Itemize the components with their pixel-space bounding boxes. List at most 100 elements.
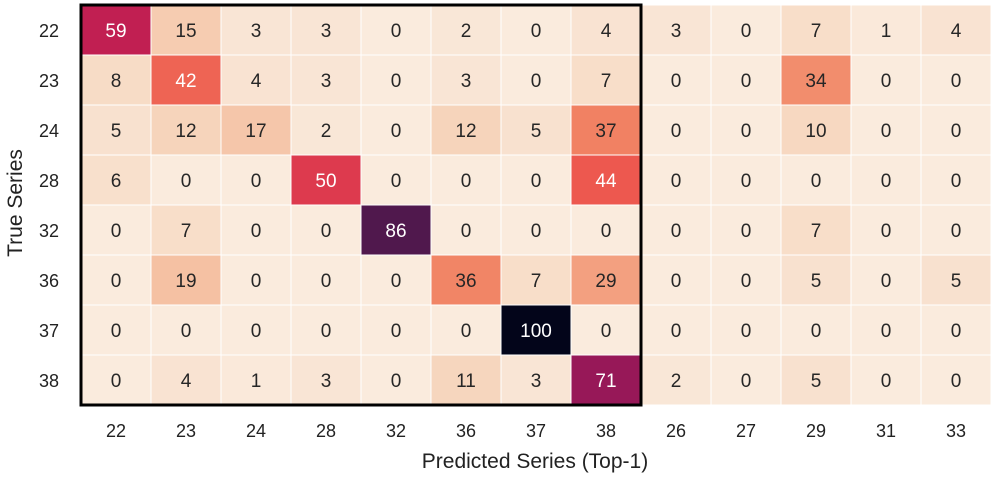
heatmap-cell xyxy=(850,254,922,306)
heatmap-cell xyxy=(920,204,992,256)
cell-value-label: 42 xyxy=(175,71,196,92)
cell-value-label: 0 xyxy=(461,221,472,242)
heatmap-cell xyxy=(220,304,292,356)
heatmap-cell xyxy=(150,4,222,56)
x-tick-label: 38 xyxy=(596,421,616,441)
heatmap-cell xyxy=(220,154,292,206)
x-tick-label: 36 xyxy=(456,421,476,441)
cell-value-label: 0 xyxy=(321,221,332,242)
cell-value-label: 0 xyxy=(741,171,752,192)
heatmap-cell xyxy=(780,104,852,156)
y-tick-label: 36 xyxy=(39,271,59,291)
x-tick-label: 29 xyxy=(806,421,826,441)
heatmap-cell xyxy=(570,154,642,206)
cell-value-label: 0 xyxy=(601,221,612,242)
cell-value-label: 10 xyxy=(805,121,826,142)
cell-value-label: 37 xyxy=(595,121,616,142)
x-tick-label: 33 xyxy=(946,421,966,441)
heatmap-cell xyxy=(710,154,782,206)
cell-value-label: 0 xyxy=(671,171,682,192)
heatmap-cell xyxy=(920,54,992,106)
heatmap-cell xyxy=(850,154,922,206)
cell-value-label: 0 xyxy=(391,21,402,42)
cell-value-label: 0 xyxy=(951,371,962,392)
cell-value-label: 5 xyxy=(111,121,122,142)
cell-value-label: 5 xyxy=(531,121,542,142)
cell-value-label: 0 xyxy=(671,321,682,342)
cell-value-label: 0 xyxy=(741,221,752,242)
cell-value-label: 5 xyxy=(811,371,822,392)
heatmap-cell xyxy=(80,304,152,356)
heatmap-cell xyxy=(80,154,152,206)
x-tick-label: 22 xyxy=(106,421,126,441)
heatmap-cell xyxy=(220,104,292,156)
heatmap-cell xyxy=(850,354,922,406)
x-tick-label: 26 xyxy=(666,421,686,441)
cell-value-label: 0 xyxy=(881,171,892,192)
heatmap-cell xyxy=(430,54,502,106)
cell-value-label: 12 xyxy=(455,121,476,142)
heatmap-cell xyxy=(500,54,572,106)
cell-value-label: 4 xyxy=(251,71,262,92)
cell-value-label: 3 xyxy=(671,21,682,42)
heatmap-cell xyxy=(360,254,432,306)
cell-value-label: 7 xyxy=(531,271,542,292)
cell-value-label: 11 xyxy=(456,371,476,392)
cell-value-label: 0 xyxy=(111,371,122,392)
cell-value-label: 0 xyxy=(951,221,962,242)
cell-value-label: 29 xyxy=(595,271,616,292)
heatmap-cell xyxy=(220,354,292,406)
heatmap-cell xyxy=(500,304,572,356)
cell-value-label: 0 xyxy=(951,121,962,142)
y-axis-label: True Series xyxy=(4,149,27,257)
heatmap-cell xyxy=(710,54,782,106)
heatmap-cell xyxy=(850,4,922,56)
heatmap-cell xyxy=(710,254,782,306)
heatmap-cell xyxy=(430,304,502,356)
cell-value-label: 3 xyxy=(321,71,332,92)
cell-value-label: 0 xyxy=(811,171,822,192)
cell-value-label: 0 xyxy=(251,221,262,242)
cell-value-label: 2 xyxy=(461,21,472,42)
heatmap-cell xyxy=(290,354,362,406)
heatmap-cell xyxy=(220,254,292,306)
heatmap-cell xyxy=(430,154,502,206)
heatmap-cell xyxy=(150,204,222,256)
cell-value-label: 0 xyxy=(741,271,752,292)
heatmap-cell xyxy=(80,54,152,106)
cell-value-label: 0 xyxy=(671,71,682,92)
heatmap-cell xyxy=(920,154,992,206)
cell-value-label: 19 xyxy=(175,271,196,292)
cell-value-label: 0 xyxy=(531,21,542,42)
cell-value-label: 12 xyxy=(175,121,196,142)
cell-value-label: 17 xyxy=(245,121,266,142)
y-tick-label: 32 xyxy=(39,221,59,241)
cell-value-label: 0 xyxy=(531,221,542,242)
cell-value-label: 0 xyxy=(741,321,752,342)
heatmap-cell xyxy=(430,354,502,406)
x-tick-label: 27 xyxy=(736,421,756,441)
heatmap-cell xyxy=(150,104,222,156)
cell-value-label: 0 xyxy=(881,371,892,392)
heatmap-cell xyxy=(920,354,992,406)
heatmap-cell xyxy=(570,254,642,306)
cell-value-label: 0 xyxy=(741,371,752,392)
cell-value-label: 4 xyxy=(601,21,612,42)
cell-value-label: 0 xyxy=(461,321,472,342)
cell-value-label: 0 xyxy=(461,171,472,192)
cell-value-label: 0 xyxy=(111,221,122,242)
cell-value-label: 0 xyxy=(741,121,752,142)
cell-value-label: 4 xyxy=(181,371,192,392)
cell-value-label: 0 xyxy=(671,221,682,242)
cell-value-label: 0 xyxy=(391,71,402,92)
heatmap-cell xyxy=(80,104,152,156)
cell-value-label: 0 xyxy=(321,321,332,342)
heatmap-cell xyxy=(290,204,362,256)
cell-value-label: 0 xyxy=(881,321,892,342)
heatmap-cell xyxy=(710,4,782,56)
cell-value-label: 5 xyxy=(811,271,822,292)
heatmap-cell xyxy=(360,104,432,156)
heatmap-cell xyxy=(360,54,432,106)
heatmap-cell xyxy=(780,254,852,306)
heatmap-cell xyxy=(640,354,712,406)
